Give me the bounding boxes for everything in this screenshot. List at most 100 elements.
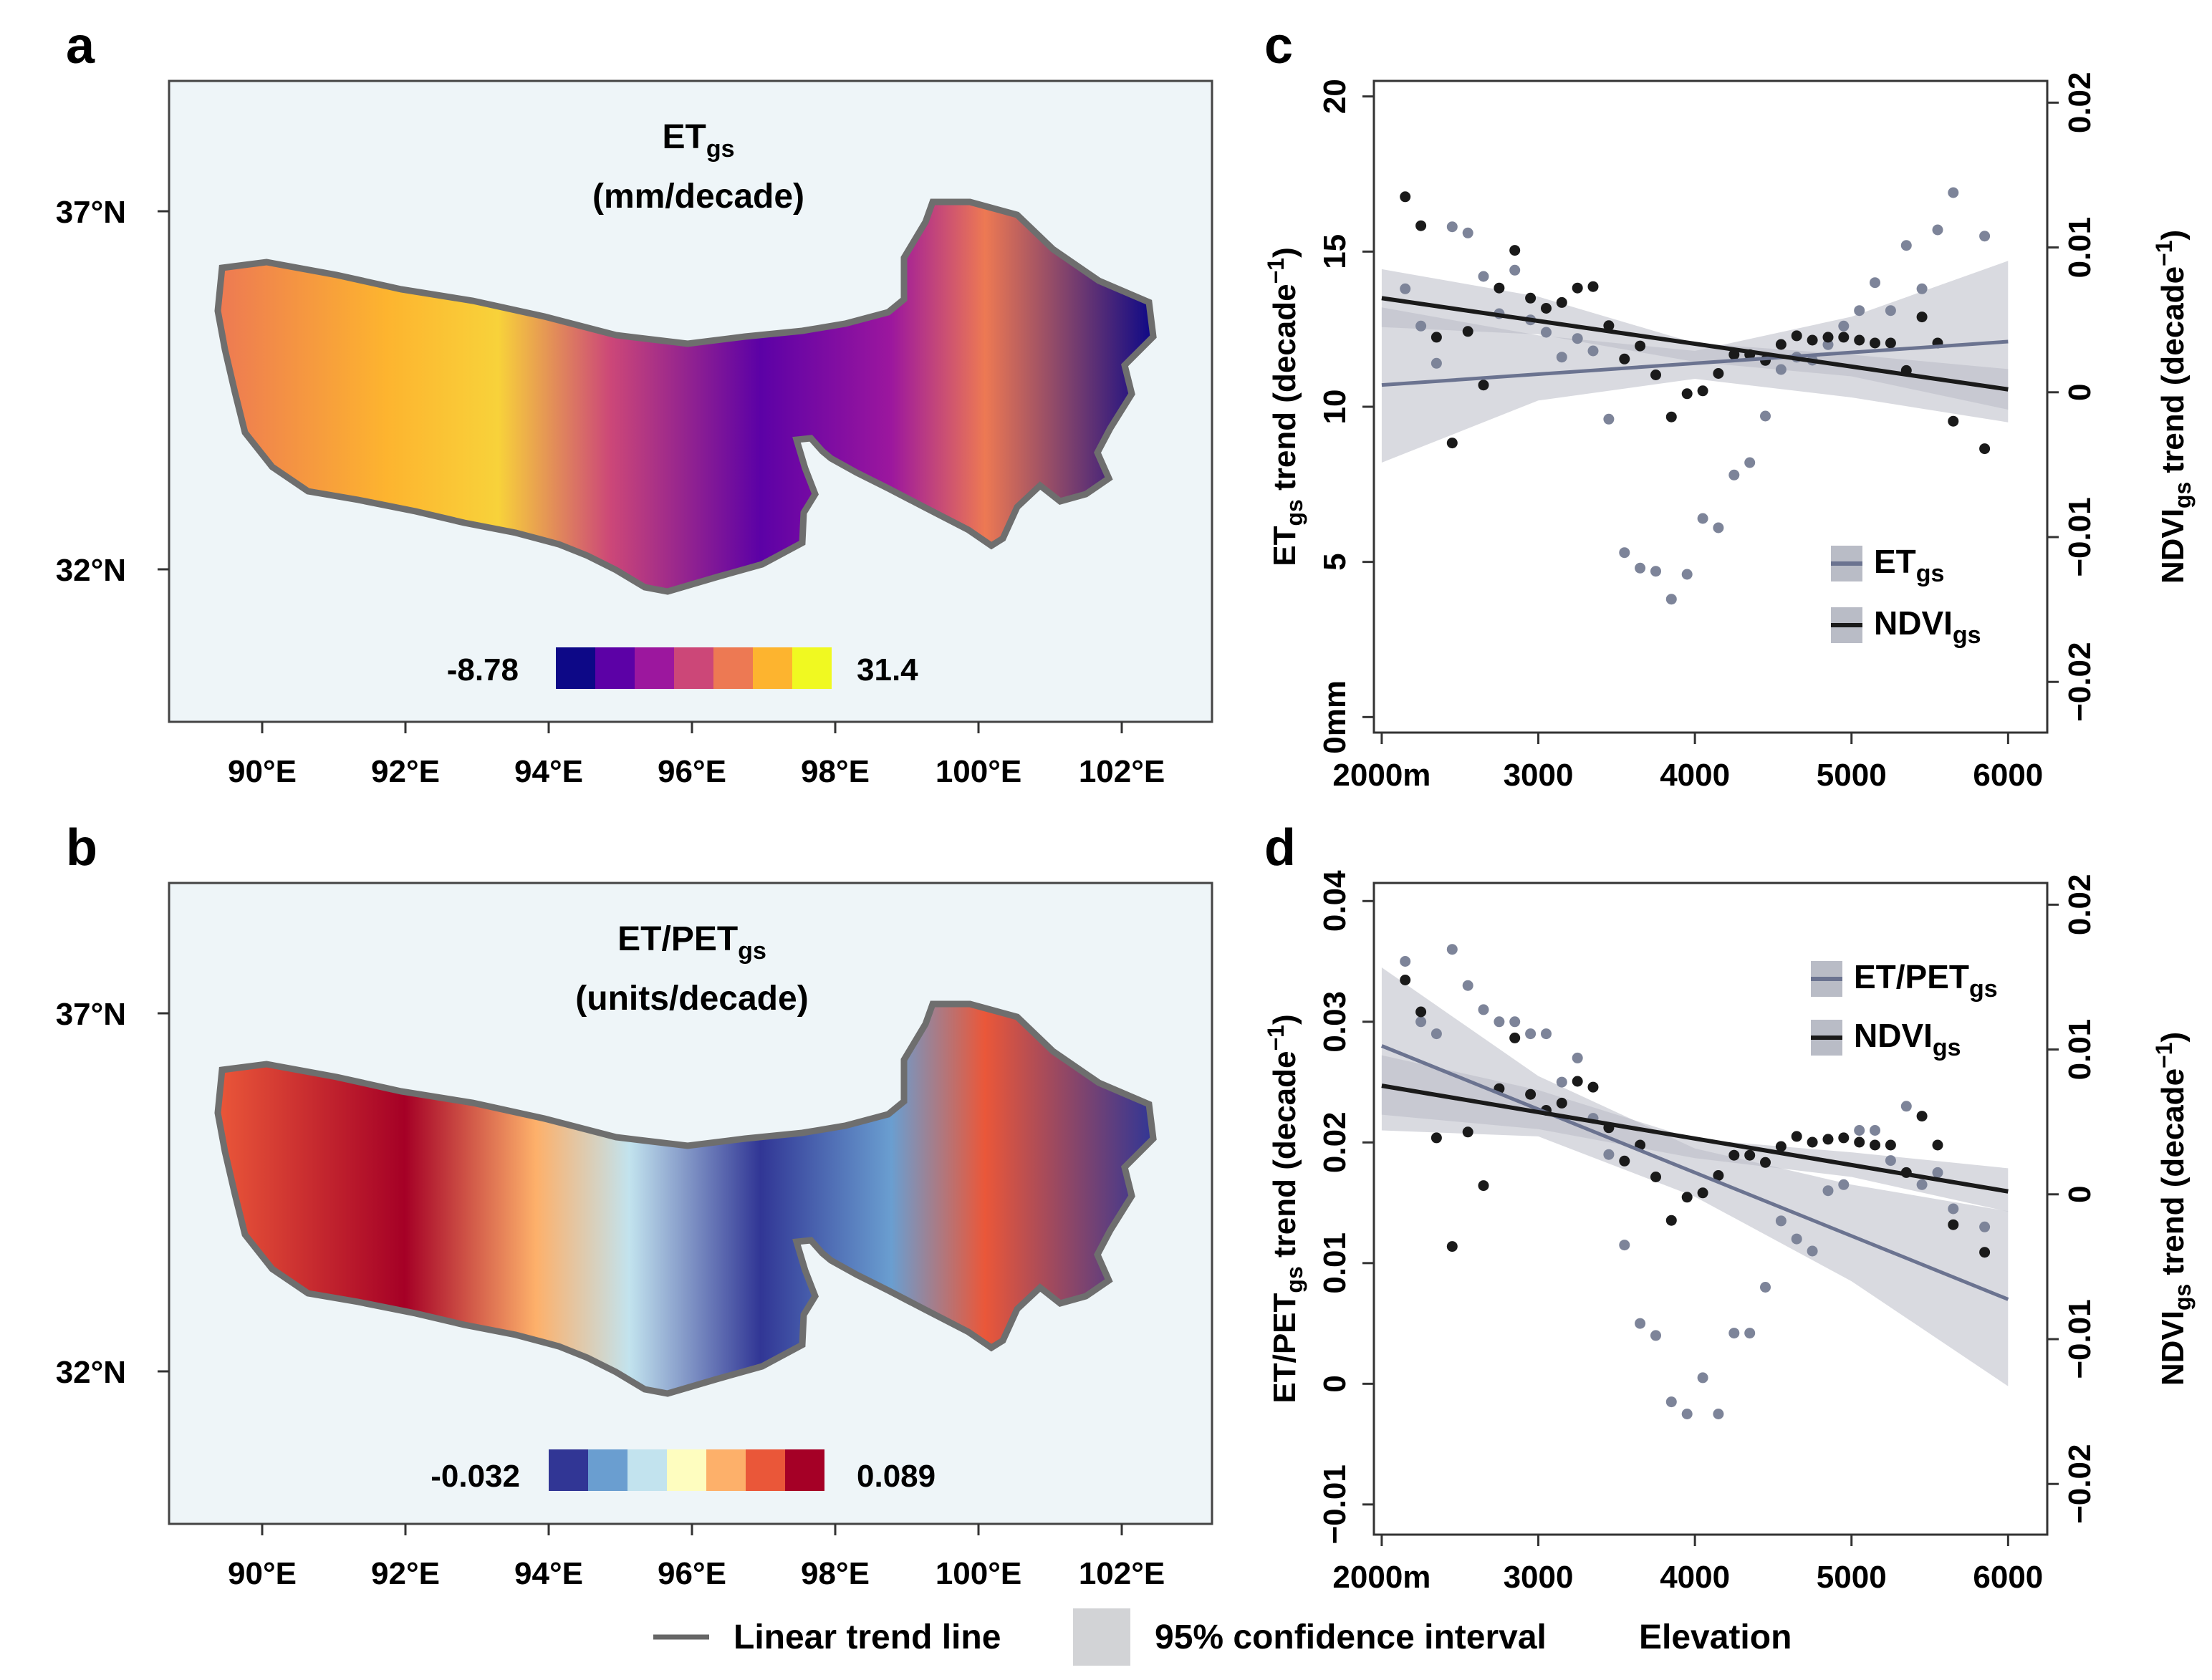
panel-c-left-tick-label: 10 (1317, 390, 1352, 425)
panel-b-letter: b (66, 819, 97, 877)
panel-d-right-tick-label: 0.02 (2062, 874, 2097, 936)
panel-d-point (1665, 1396, 1677, 1408)
panel-c-trend-line (1381, 339, 2009, 387)
panel-a-lat-tick-label: 32°N (56, 553, 126, 588)
panel-b-unit: (units/decade) (575, 980, 808, 1018)
panel-c-x-tick-label: 5000 (1817, 758, 1887, 793)
panel-d-left-tick-label: 0.02 (1317, 1111, 1352, 1173)
panel-c-point (1854, 334, 1865, 346)
panel-c-point (1948, 187, 1959, 198)
panel-d-point (1713, 1170, 1724, 1181)
panel-c-letter: c (1264, 17, 1293, 74)
panel-c-point (1494, 282, 1505, 294)
panel-d-point (1603, 1149, 1615, 1160)
panel-d-point (1462, 980, 1473, 991)
panel-d-point (1446, 1241, 1458, 1252)
bottom-legend-ci-swatch (1073, 1608, 1130, 1666)
panel-a-lon-tick-label: 102°E (1079, 754, 1165, 789)
panel-d-point (1791, 1233, 1802, 1245)
panel-d-point (1838, 1132, 1850, 1144)
panel-c-point (1400, 283, 1411, 294)
panel-c-right-ylabel: NDVIgs trend (decade−1) (2151, 230, 2196, 584)
panel-d-point (1525, 1088, 1537, 1100)
panel-d-point (1400, 975, 1411, 985)
panel-b-colorbar-min: -0.032 (431, 1459, 520, 1494)
panel-d-right-ylabel: NDVIgs trend (decade−1) (2151, 1032, 2196, 1386)
panel-d-point (1822, 1134, 1834, 1145)
panel-a: a ETgs (mm/decade) -8.78 31.4 37°N 32°N 9… (56, 17, 1213, 789)
panel-d-ci-band (1381, 967, 2009, 1386)
panel-d-point (1760, 1157, 1771, 1168)
panel-c-legend-ndvi-label: NDVIgs (1874, 604, 1981, 649)
panel-b-lat-ticks: 37°N 32°N (56, 997, 169, 1390)
panel-d-point (1430, 1132, 1442, 1144)
panel-b-lon-ticks: 90°E 92°E 94°E 96°E 98°E 100°E 102°E (228, 1524, 1165, 1591)
panel-c-point (1728, 469, 1740, 481)
panel-d-point (1446, 944, 1458, 955)
panel-a-lon-tick-label: 90°E (228, 754, 297, 789)
panel-c-point (1462, 227, 1473, 238)
panel-b-colorbar-segment (706, 1449, 746, 1491)
panel-c-point (1760, 410, 1771, 422)
panel-b-colorbar-max: 0.089 (857, 1459, 936, 1494)
panel-d-point (1744, 1149, 1756, 1161)
panel-d-right-tick-label: −0.02 (2062, 1444, 2097, 1524)
panel-c-right-tick-label: 0.02 (2062, 72, 2097, 134)
panel-d-point (1681, 1192, 1693, 1203)
panel-d-point (1635, 1318, 1646, 1329)
panel-d-point (1697, 1372, 1708, 1384)
panel-b-lon-tick-label: 92°E (371, 1556, 440, 1591)
panel-b-colorbar-segment (667, 1449, 706, 1491)
panel-c-point (1775, 364, 1787, 375)
panel-c-point (1572, 333, 1583, 344)
panel-b-lon-tick-label: 96°E (658, 1556, 726, 1591)
panel-b-lat-tick-label: 37°N (56, 997, 126, 1032)
panel-d-point (1587, 1081, 1599, 1093)
panel-d-point (1822, 1185, 1834, 1197)
panel-d-point (1900, 1101, 1912, 1112)
panel-c-x-tick-label: 4000 (1660, 758, 1730, 793)
panel-c-point (1415, 220, 1427, 231)
panel-b-colorbar-segment (627, 1449, 667, 1491)
panel-c-point (1775, 339, 1787, 350)
panel-c-point (1900, 240, 1912, 251)
panel-d-trend-line (1381, 1083, 2009, 1194)
panel-c-left-tick-label: 20 (1317, 79, 1352, 114)
panel-d-point (1572, 1076, 1583, 1087)
panel-a-colorbar-min: -8.78 (447, 652, 519, 687)
panel-c-x-tick-label: 2000m (1332, 758, 1430, 793)
bottom-legend-elevation-label: Elevation (1639, 1618, 1792, 1656)
panel-c-point (1713, 368, 1724, 379)
panel-a-letter: a (66, 17, 95, 74)
panel-c-point (1446, 221, 1458, 233)
panel-b-region-map (214, 1000, 1157, 1397)
panel-b-lat-tick-label: 32°N (56, 1355, 126, 1390)
panel-c-point (1838, 332, 1850, 343)
panel-a-lat-tick-label: 37°N (56, 195, 126, 230)
panel-b-lon-tick-label: 94°E (514, 1556, 583, 1591)
panel-c-point (1979, 231, 1991, 242)
panel-d-point (1979, 1247, 1991, 1258)
panel-d-left-tick-label: −0.01 (1317, 1464, 1352, 1544)
panel-d-point (1775, 1141, 1787, 1152)
panel-d-point (1932, 1139, 1943, 1151)
panel-b-colorbar-segment (785, 1449, 824, 1491)
panel-d-point (1572, 1052, 1583, 1063)
panel-a-colorbar (556, 647, 832, 689)
panel-a-lon-tick-label: 100°E (936, 754, 1021, 789)
panel-c-point (1430, 357, 1442, 369)
panel-d-x-tick-label: 4000 (1660, 1560, 1730, 1595)
panel-a-lon-tick-label: 94°E (514, 754, 583, 789)
panel-d-point (1556, 1076, 1567, 1088)
panel-c-point (1791, 330, 1802, 342)
panel-c-point (1525, 292, 1537, 304)
panel-d-trend-line (1380, 1044, 2009, 1301)
panel-b-colorbar-segment (549, 1449, 588, 1491)
panel-c-point (1807, 334, 1818, 346)
panel-a-unit: (mm/decade) (592, 178, 804, 216)
panel-d-point (1697, 1187, 1708, 1199)
panel-d-x-tick-label: 6000 (1973, 1560, 2043, 1595)
panel-c-plot: 0mm 5 10 15 20 −0.02 −0.01 0 0.01 0.02 2000m 3000 40… (1317, 72, 2097, 793)
panel-c-point (1885, 337, 1896, 349)
panel-c-point (1587, 345, 1599, 357)
